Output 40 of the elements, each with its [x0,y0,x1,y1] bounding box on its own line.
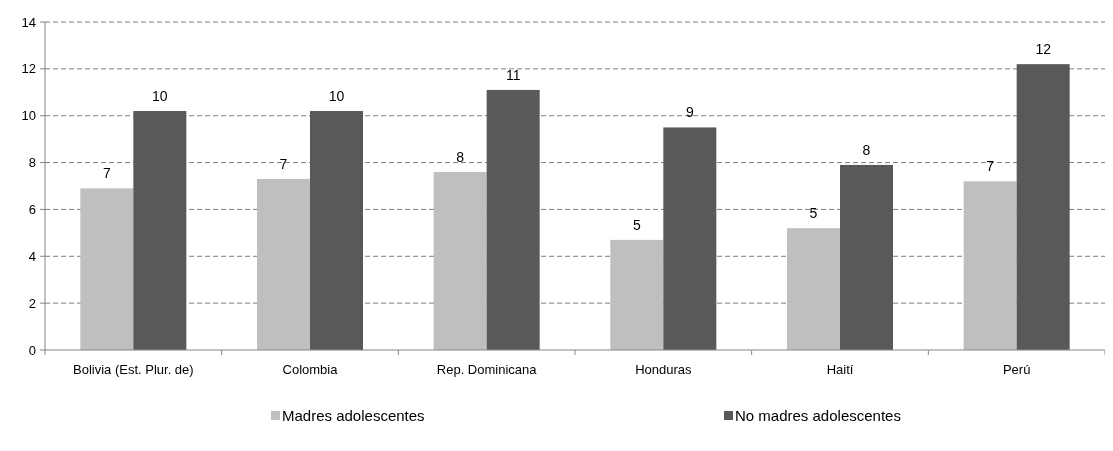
data-label: 5 [809,205,818,222]
legend-label: Madres adolescentes [282,407,425,425]
y-tick-label: 6 [28,201,36,217]
data-label: 9 [685,104,694,121]
y-tick-label: 0 [28,342,36,358]
x-tick-label: Perú [1002,362,1031,377]
data-label: 7 [986,158,995,175]
bar [433,171,487,350]
bar [257,178,310,350]
y-tick-label: 8 [28,155,36,171]
bar [486,89,540,350]
data-label: 11 [505,66,521,83]
bar [787,228,840,350]
bar [663,127,717,350]
data-label: 10 [328,88,345,105]
bar [840,164,893,350]
y-tick-label: 10 [21,108,36,124]
data-label: 5 [632,216,641,233]
bar [133,111,187,350]
legend-label: No madres adolescentes [735,407,901,425]
y-tick-label: 12 [21,61,36,77]
x-tick-label: Honduras [635,362,693,377]
data-label: 7 [279,155,288,172]
data-label: 8 [862,141,871,158]
data-label: 10 [152,88,168,105]
y-tick-label: 2 [28,295,36,311]
bar [80,188,134,350]
x-tick-label: Rep. Dominicana [436,362,538,377]
y-tick-label: 14 [21,14,36,30]
bar [310,111,363,350]
x-tick-label: Haití [826,362,854,377]
data-label: 8 [456,148,465,165]
data-label: 12 [1035,41,1052,58]
bar [963,181,1017,350]
data-label: 7 [102,165,111,182]
x-tick-label: Bolivia (Est. Plur. de) [73,362,194,377]
bar [610,239,664,350]
y-tick-label: 4 [28,248,36,264]
bar [1016,64,1070,350]
x-tick-label: Colombia [282,362,339,377]
